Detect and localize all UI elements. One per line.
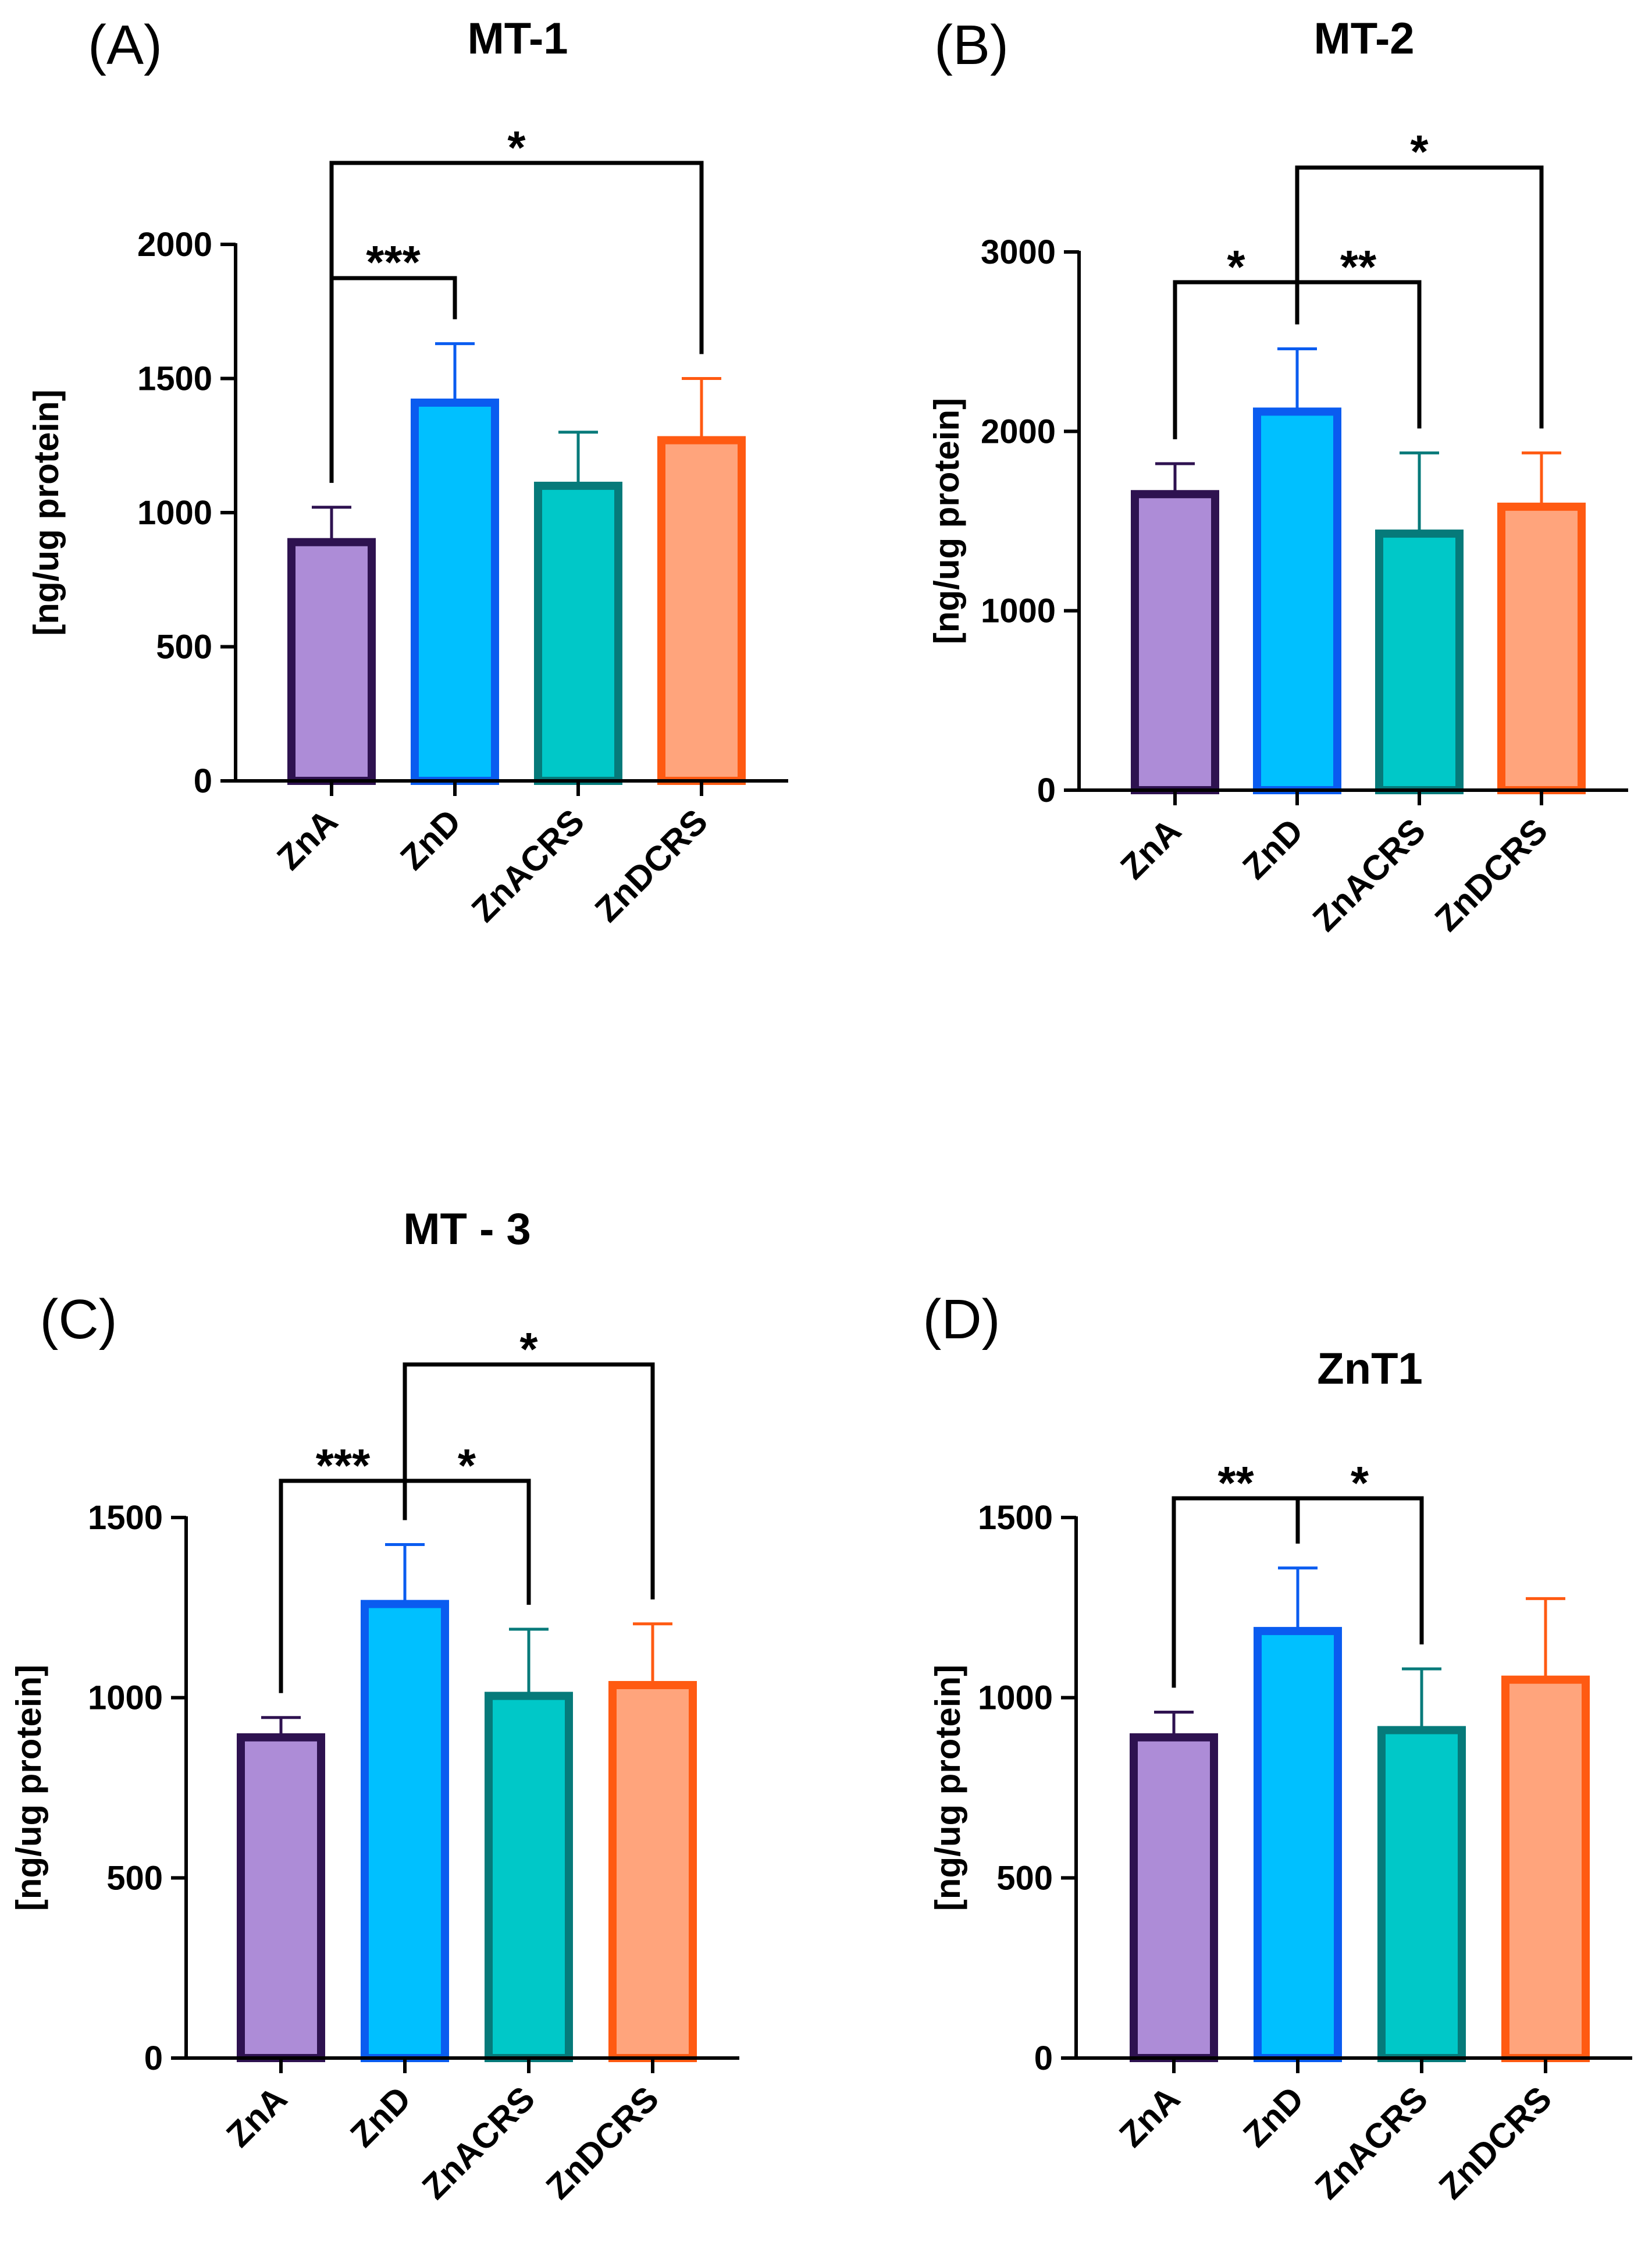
chart-3-bar-znacrs: [485, 1691, 573, 2063]
chart-4-bar-zndcrs: [1501, 1675, 1590, 2062]
chart-4-bar-znd: [1254, 1627, 1342, 2063]
chart-3-ylabel: [ng/ug protein]: [9, 1665, 48, 1911]
chart-3-y-tick-label-0: 0: [144, 2039, 163, 2077]
chart-2-bar-zna: [1131, 490, 1219, 794]
chart-1-y-tick-label-2000: 2000: [137, 226, 212, 264]
chart-2-significance-label-2: **: [1340, 241, 1377, 293]
chart-4-panel-label: (D): [923, 1288, 1000, 1351]
chart-3-significance-label-2: *: [458, 1440, 476, 1491]
chart-3-y-tick-label-1500: 1500: [88, 1499, 163, 1537]
chart-2-ylabel: [ng/ug protein]: [927, 398, 966, 644]
chart-1-bar-zndcrs: [657, 436, 746, 785]
chart-4-y-tick-label-0: 0: [1034, 2039, 1053, 2077]
chart-4-ylabel: [ng/ug protein]: [928, 1665, 967, 1911]
chart-1-bar-zna: [287, 538, 376, 786]
chart-3-bar-znd: [361, 1600, 449, 2062]
chart-2-bar-zndcrs: [1497, 502, 1586, 794]
chart-3-y-tick-label-1000: 1000: [88, 1679, 163, 1717]
chart-3-significance-label-1: ***: [316, 1440, 371, 1491]
chart-2-y-tick-label-1000: 1000: [981, 592, 1056, 630]
chart-1-significance-label-1: ***: [366, 236, 421, 288]
chart-3-panel-label: (C): [40, 1288, 117, 1351]
chart-2-y-tick-label-3000: 3000: [981, 233, 1056, 271]
chart-1-y-tick-label-500: 500: [156, 628, 212, 666]
chart-3-bar-zna: [237, 1733, 325, 2062]
chart-2-significance-label-3: *: [1410, 126, 1429, 177]
chart-1-panel-label: (A): [88, 14, 162, 76]
chart-4-bar-znacrs: [1377, 1726, 1466, 2063]
chart-2-y-tick-label-0: 0: [1037, 772, 1056, 809]
chart-1-significance-bracket-2: [329, 161, 704, 483]
chart-4-y-tick-label-1000: 1000: [978, 1679, 1053, 1717]
chart-2-y-tick-label-2000: 2000: [981, 413, 1056, 450]
chart-2-panel-label: (B): [934, 14, 1009, 76]
chart-2-bar-znd: [1253, 407, 1341, 794]
chart-3-bar-zndcrs: [608, 1680, 697, 2062]
chart-3-y-tick-label-500: 500: [106, 1859, 163, 1897]
chart-4-significance-label-2: *: [1351, 1457, 1369, 1509]
chart-1-y-tick-label-1000: 1000: [137, 494, 212, 532]
chart-1-title: MT-1: [467, 14, 568, 63]
chart-1-bar-znacrs: [534, 481, 622, 786]
chart-1-significance-label-2: *: [507, 122, 526, 173]
chart-3-significance-bracket-3: [403, 1362, 655, 1600]
chart-4-significance-bracket-2: [1295, 1496, 1424, 1645]
chart-1-bar-znd: [411, 398, 499, 785]
chart-1-y-tick-label-0: 0: [194, 762, 212, 800]
chart-4-y-tick-label-500: 500: [996, 1859, 1053, 1897]
chart-2-bar-znacrs: [1375, 529, 1464, 794]
chart-2-title: MT-2: [1313, 14, 1414, 63]
chart-2-significance-bracket-3: [1295, 165, 1544, 429]
chart-4-bar-zna: [1130, 1733, 1218, 2062]
chart-3-significance-label-3: *: [519, 1323, 538, 1375]
chart-3-title: MT - 3: [403, 1204, 531, 1254]
chart-1-ylabel: [ng/ug protein]: [27, 389, 66, 635]
chart-4-y-tick-label-1500: 1500: [978, 1499, 1053, 1537]
chart-4-significance-label-1: **: [1217, 1457, 1254, 1509]
chart-1-y-tick-label-1500: 1500: [137, 360, 212, 398]
chart-4-title: ZnT1: [1317, 1344, 1423, 1394]
chart-2-significance-label-1: *: [1227, 241, 1245, 293]
